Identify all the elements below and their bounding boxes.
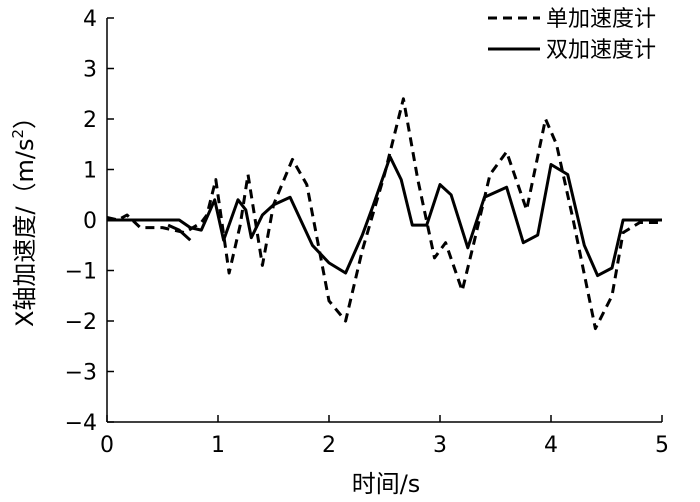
axes: −4 −3 −2 −1 0 1 2 3 4 0 1 2 3 4 5 [65, 7, 669, 458]
y-tick-label: 0 [83, 209, 97, 234]
y-tick-label: 1 [83, 159, 97, 184]
y-tick-label: −2 [65, 310, 97, 335]
y-axis-title: X轴加速度/（m/s2） [9, 105, 39, 327]
series-layer [106, 97, 662, 331]
x-tick-label: 3 [433, 433, 447, 458]
y-tick-label: −3 [65, 361, 97, 386]
x-tick-label: 0 [100, 433, 114, 458]
y-tick-label: −4 [65, 411, 97, 436]
y-tick-label: 3 [83, 58, 97, 83]
series-line-dual [107, 155, 662, 278]
y-axis-title-main: X轴加速度/（m/s [11, 139, 39, 328]
y-tick-label: −1 [65, 260, 97, 285]
legend-label: 单加速度计 [546, 7, 656, 32]
series-line-fragment [167, 223, 192, 242]
series-line-single [106, 97, 662, 331]
y-axis-title-close: ） [11, 105, 39, 129]
x-tick-label: 4 [544, 433, 558, 458]
x-tick-label: 5 [655, 433, 669, 458]
y-axis-title-superscript: 2 [9, 129, 27, 139]
x-axis-title: 时间/s [352, 470, 421, 498]
x-tick-label: 2 [322, 433, 336, 458]
y-tick-label: 4 [83, 7, 97, 32]
y-tick-label: 2 [83, 108, 97, 133]
x-tick-label: 1 [211, 433, 225, 458]
legend-label: 双加速度计 [546, 38, 656, 63]
